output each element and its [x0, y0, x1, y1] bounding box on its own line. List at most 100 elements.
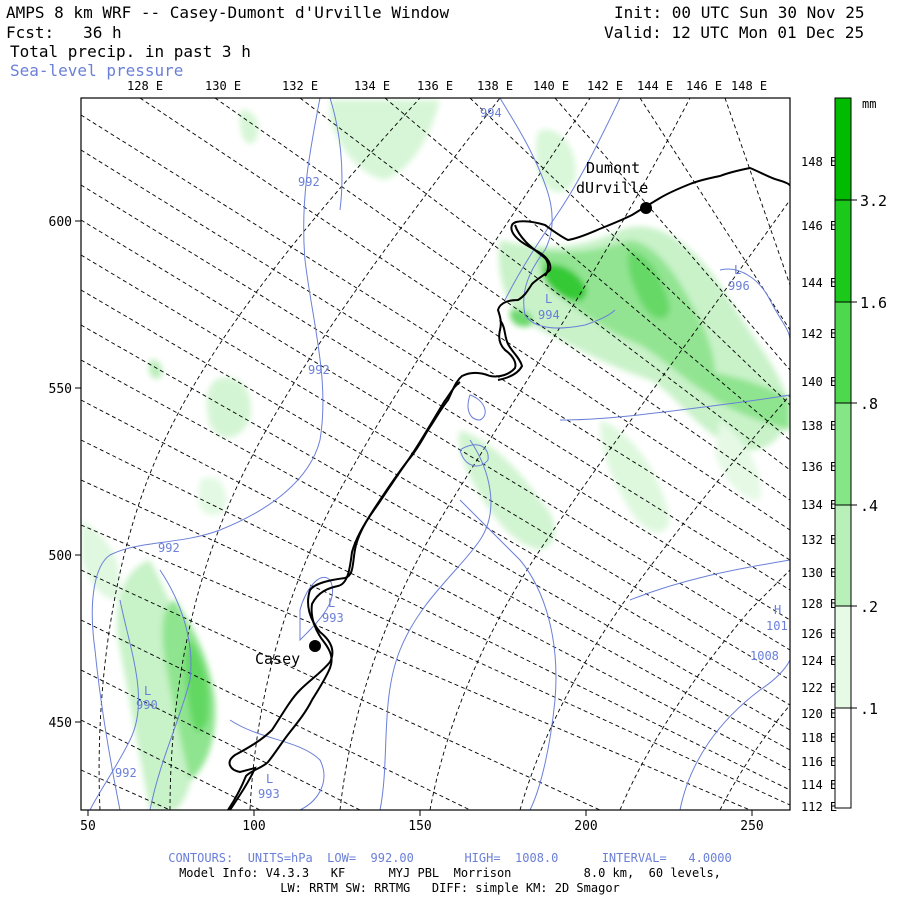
contour-labels: 994 992 992 992 996 994 993 990 992 993 …	[115, 106, 788, 801]
y-tick-label: 450	[49, 716, 72, 731]
station-label-dumont-1: Dumont	[586, 159, 640, 177]
contour-label: L	[734, 263, 741, 277]
init-time: Init: 00 UTC Sun 30 Nov 25	[614, 3, 865, 22]
meridian-line	[469, 98, 790, 406]
precip-area	[699, 370, 790, 430]
x-axis: 50 100 150 200 250	[80, 810, 764, 834]
lon-label: 124 E	[801, 654, 837, 668]
legend-level: .4	[860, 497, 878, 515]
contour-line	[504, 98, 621, 301]
parallel-line	[519, 394, 790, 810]
coastline-path	[228, 166, 790, 810]
coastline	[227, 166, 790, 810]
meridian-line	[81, 719, 261, 810]
contour-line	[459, 444, 489, 467]
lon-label: 144 E	[637, 79, 673, 93]
meridian-line	[81, 324, 790, 731]
lon-label: 138 E	[801, 419, 837, 433]
meridian-line	[81, 619, 471, 810]
station-marker-dumont	[640, 202, 652, 214]
contour-line	[149, 569, 192, 810]
legend-swatch	[835, 403, 851, 505]
contour-line	[719, 268, 790, 341]
meridian-line	[299, 98, 790, 471]
lon-label: 126 E	[801, 627, 837, 641]
contour-line	[91, 98, 324, 810]
contour-line	[499, 98, 616, 329]
parallel-line	[169, 98, 501, 810]
precip-area	[535, 129, 576, 193]
legend-swatch	[835, 200, 851, 302]
lon-label: 146 E	[686, 79, 722, 93]
x-tick-label: 50	[80, 819, 96, 834]
contour-label: H	[774, 603, 781, 617]
meridian-line	[554, 98, 790, 371]
lon-label: 132 E	[801, 533, 837, 547]
contour-line	[329, 98, 343, 211]
parallel-line	[719, 704, 790, 810]
lon-label: 128 E	[801, 597, 837, 611]
contour-label: 993	[258, 787, 280, 801]
coastline-path	[497, 319, 524, 381]
meridian-line	[724, 98, 790, 286]
lon-label: 144 E	[801, 276, 837, 290]
physics-info: LW: RRTM SW: RRTMG DIFF: simple KM: 2D S…	[280, 881, 620, 895]
precip-area	[198, 477, 227, 516]
legend-level: .8	[860, 395, 878, 413]
y-axis: 450 500 550 600	[49, 215, 81, 731]
contour-info: CONTOURS: UNITS=hPa LOW= 992.00 HIGH= 10…	[168, 851, 732, 865]
meridian-line	[81, 769, 171, 810]
precip-area	[509, 309, 533, 327]
legend-swatch	[835, 505, 851, 606]
contour-label: L	[144, 684, 151, 698]
contour-line	[679, 659, 790, 810]
lon-label: 140 E	[801, 375, 837, 389]
legend-swatch	[835, 606, 851, 708]
precip-area	[82, 520, 120, 600]
parallel-line	[249, 98, 591, 810]
precip-area	[148, 359, 163, 379]
legend-swatch	[835, 708, 851, 808]
coastline-path	[227, 381, 461, 810]
precip-shading	[82, 100, 790, 810]
y-tick-label: 550	[49, 382, 72, 397]
map-title: AMPS 8 km WRF -- Casey-Dumont d'Urville …	[6, 3, 450, 22]
station-label-dumont-2: dUrville	[576, 179, 648, 197]
lon-label: 134 E	[801, 498, 837, 512]
contour-label: 992	[158, 541, 180, 555]
lon-label: 136 E	[801, 460, 837, 474]
legend-swatch	[835, 302, 851, 403]
x-tick-label: 250	[740, 819, 763, 834]
legend-unit: mm	[862, 97, 876, 111]
precip-area	[628, 250, 670, 319]
coastline-path	[514, 224, 549, 277]
contour-label: 992	[308, 363, 330, 377]
contour-label: L	[266, 772, 273, 786]
lon-label: 140 E	[533, 79, 569, 93]
meridian-line	[81, 149, 790, 591]
contour-label: L	[328, 596, 335, 610]
station-marker-casey	[309, 640, 321, 652]
parallel-line	[429, 199, 790, 810]
lon-label: 130 E	[801, 566, 837, 580]
lon-label: 130 E	[205, 79, 241, 93]
contour-label: L	[545, 292, 552, 306]
meridian-line	[81, 569, 601, 810]
contour-label: 994	[480, 106, 502, 120]
lon-label: 120 E	[801, 707, 837, 721]
contour-label: 101	[766, 619, 788, 633]
lon-label: 132 E	[282, 79, 318, 93]
overlay-name: Sea-level pressure	[10, 61, 184, 80]
valid-time: Valid: 12 UTC Mon 01 Dec 25	[604, 23, 865, 42]
lon-label: 122 E	[801, 681, 837, 695]
top-lon-labels: 128 E 130 E 132 E 134 E 136 E 138 E 140 …	[127, 79, 767, 93]
lon-label: 148 E	[801, 155, 837, 169]
contour-label: 996	[728, 279, 750, 293]
precip-area	[206, 377, 251, 438]
map-frame	[80, 97, 791, 811]
contour-line	[229, 719, 325, 810]
field-name: Total precip. in past 3 h	[10, 42, 251, 61]
meridian-line	[81, 479, 790, 806]
forecast-hour: Fcst: 36 h	[6, 23, 122, 42]
